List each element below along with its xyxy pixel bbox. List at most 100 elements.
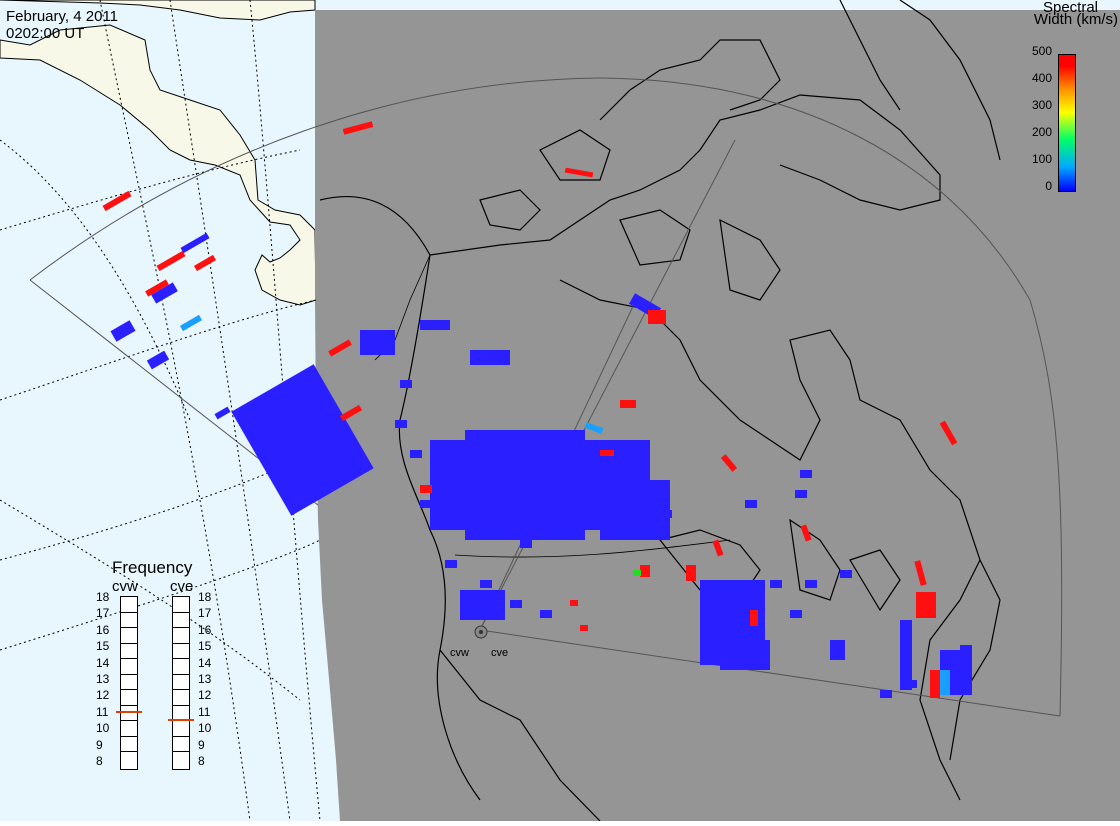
freq-scale-label: 11 xyxy=(96,704,109,719)
scatter-cell xyxy=(231,364,374,516)
scatter-cell xyxy=(540,500,552,508)
scatter-cell xyxy=(830,640,845,660)
freq-scale-label: 8 xyxy=(96,754,103,768)
sunlit-land-siberia xyxy=(0,0,316,21)
scatter-cell xyxy=(800,524,812,542)
freq-scale-label: 14 xyxy=(96,655,110,670)
sunlit-land xyxy=(0,24,317,306)
scatter-cell xyxy=(151,282,178,304)
scatter-cell xyxy=(584,422,604,434)
freq-scale-label: 11 xyxy=(198,704,211,719)
freq-scale-label: 18 xyxy=(198,590,212,604)
scatter-cell xyxy=(900,620,912,690)
scatter-cell xyxy=(640,565,650,577)
freq-scale-label: 12 xyxy=(96,688,110,703)
freq-scale-label: 15 xyxy=(96,639,110,654)
scatter-cell xyxy=(800,470,812,478)
scatter-cell xyxy=(648,310,666,324)
freq-column-cve xyxy=(172,596,190,770)
freq-scale-label: 12 xyxy=(198,688,212,703)
scatter-cell xyxy=(520,540,532,548)
scatter-cell xyxy=(395,420,407,428)
scatter-cell xyxy=(600,480,670,540)
scatter-cell xyxy=(339,404,363,422)
site-label-cvw: cvw xyxy=(450,647,469,659)
scatter-cell xyxy=(790,610,802,618)
scatter-cell xyxy=(570,600,578,606)
site-label-cve: cve xyxy=(491,647,509,659)
scatter-cell xyxy=(633,570,641,576)
scatter-cell xyxy=(179,314,203,332)
scatter-cell xyxy=(620,400,636,408)
scatter-cell xyxy=(905,680,917,688)
radar-scatter xyxy=(102,121,972,698)
scatter-cell xyxy=(564,167,594,178)
freq-scale-label: 10 xyxy=(96,721,110,736)
date-label: February, 4 2011 xyxy=(6,8,119,25)
scatter-cell xyxy=(156,250,186,272)
scatter-cell xyxy=(261,381,323,429)
scatter-cell xyxy=(145,279,169,297)
freq-scale-label: 18 xyxy=(96,590,110,604)
freq-scale-label: 16 xyxy=(96,622,110,637)
scatter-cell xyxy=(560,520,572,528)
scatter-cell xyxy=(410,450,422,458)
scatter-cell xyxy=(720,640,770,670)
scatter-cell xyxy=(930,670,940,698)
colorbar-title-line2: Width (km/s) xyxy=(1033,11,1118,28)
freq-scale-label: 8 xyxy=(198,754,205,768)
scatter-cell xyxy=(110,320,136,342)
scatter-cell xyxy=(470,350,510,365)
scatter-cell xyxy=(540,610,552,618)
scatter-cell xyxy=(712,539,724,557)
scatter-cell xyxy=(400,380,412,388)
scatter-cell xyxy=(510,600,522,608)
colorbar-tick: 100 xyxy=(1031,152,1052,166)
scatter-cell xyxy=(940,670,950,695)
scatter-cell xyxy=(580,460,592,468)
freq-scale-label: 13 xyxy=(96,672,110,686)
freq-scale-label: 9 xyxy=(96,737,103,752)
scatter-cell xyxy=(480,580,492,588)
scatter-cell xyxy=(102,190,132,212)
scatter-cell xyxy=(660,510,672,518)
freq-scale-label: 15 xyxy=(198,639,212,654)
scatter-cell xyxy=(360,330,395,355)
freq-scale-label: 17 xyxy=(198,606,212,621)
freq-scale-label: 14 xyxy=(198,655,212,670)
scatter-cell xyxy=(610,490,622,498)
scatter-cell xyxy=(960,645,972,695)
scatter-cell xyxy=(640,520,652,528)
scatter-cell xyxy=(420,320,450,330)
freq-scale-label: 16 xyxy=(198,622,212,637)
freq-scale-label: 13 xyxy=(198,672,212,686)
scatter-cell xyxy=(420,500,432,508)
coastlines xyxy=(319,0,1001,822)
scatter-cell xyxy=(795,490,807,498)
scatter-cell xyxy=(805,580,817,588)
scatter-cell xyxy=(914,560,927,586)
time-label: 0202:00 UT xyxy=(6,25,85,42)
colorbar-title-line1: Spectral xyxy=(1042,0,1098,16)
scatter-cell xyxy=(580,625,588,631)
freq-marker-cve xyxy=(168,719,194,721)
freq-scale-label: 9 xyxy=(198,737,205,752)
scatter-cell xyxy=(445,560,457,568)
scatter-cell xyxy=(420,485,432,493)
scatter-cell xyxy=(770,580,782,588)
spectral-width-colorbar xyxy=(1058,54,1076,192)
freq-scale-label: 17 xyxy=(96,606,110,621)
graticule xyxy=(0,0,321,822)
scatter-cell xyxy=(193,254,217,272)
colorbar-tick: 300 xyxy=(1031,98,1052,112)
freq-marker-cvw xyxy=(116,710,142,713)
scatter-cell xyxy=(750,610,758,626)
freq-column-cvw xyxy=(120,596,138,770)
scatter-cell xyxy=(745,500,757,508)
freq-scale-label: 10 xyxy=(198,721,212,736)
scatter-cell xyxy=(328,339,352,357)
scatter-cell xyxy=(214,406,231,420)
night-region xyxy=(315,10,1120,821)
